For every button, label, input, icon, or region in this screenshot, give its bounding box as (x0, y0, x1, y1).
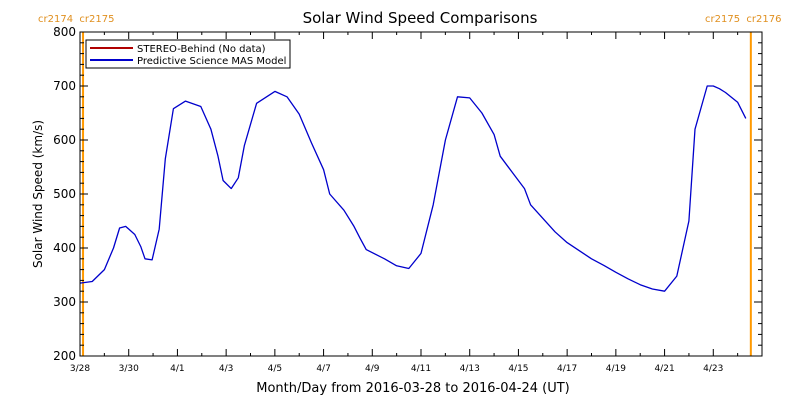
x-tick-label: 4/3 (219, 364, 233, 374)
carrington-markers (82, 32, 752, 356)
x-tick-label: 3/28 (70, 364, 90, 374)
legend-box (85, 39, 291, 69)
x-tick-label: 4/15 (508, 364, 528, 374)
x-tick-label: 4/17 (557, 364, 577, 374)
y-tick-label: 500 (53, 187, 76, 201)
legend-label-mas: Predictive Science MAS Model (137, 56, 286, 67)
y-tick-label: 600 (53, 133, 76, 147)
y-axis-label: Solar Wind Speed (km/s) (31, 120, 45, 268)
x-tick-label: 4/9 (365, 364, 380, 374)
x-tick-label: 4/5 (268, 364, 282, 374)
y-tick-label: 700 (53, 79, 76, 93)
x-tick-label: 4/7 (316, 364, 330, 374)
x-axis-label: Month/Day from 2016-03-28 to 2016-04-24 … (256, 381, 569, 396)
plot-frame (79, 31, 763, 357)
carrington-label-left: cr2174 cr2175 (38, 14, 114, 25)
x-tick-label: 4/11 (411, 364, 431, 374)
y-tick-label: 800 (53, 25, 76, 39)
x-tick-label: 4/13 (460, 364, 480, 374)
series-layer (79, 85, 747, 292)
x-tick-label: 4/19 (606, 364, 626, 374)
x-tick-label: 4/21 (654, 364, 674, 374)
x-tick-label: 4/23 (703, 364, 723, 374)
legend-label-stereo: STEREO-Behind (No data) (137, 44, 266, 55)
y-tick-label: 200 (53, 349, 76, 363)
x-tick-label: 4/1 (170, 364, 184, 374)
chart-title: Solar Wind Speed Comparisons (303, 9, 538, 27)
axis-ticks: 3/28 3/30 4/1 4/3 4/5 4/7 4/9 4/11 4/13 4/15 4/17 4… (53, 25, 763, 374)
y-tick-label: 400 (53, 241, 76, 255)
x-tick-label: 3/30 (119, 364, 139, 374)
legend: STEREO-Behind (No data) Predictive Scien… (85, 39, 291, 69)
series-line-mas (79, 85, 747, 292)
carrington-label-right: cr2175 cr2176 (705, 14, 781, 25)
y-tick-label: 300 (53, 295, 76, 309)
